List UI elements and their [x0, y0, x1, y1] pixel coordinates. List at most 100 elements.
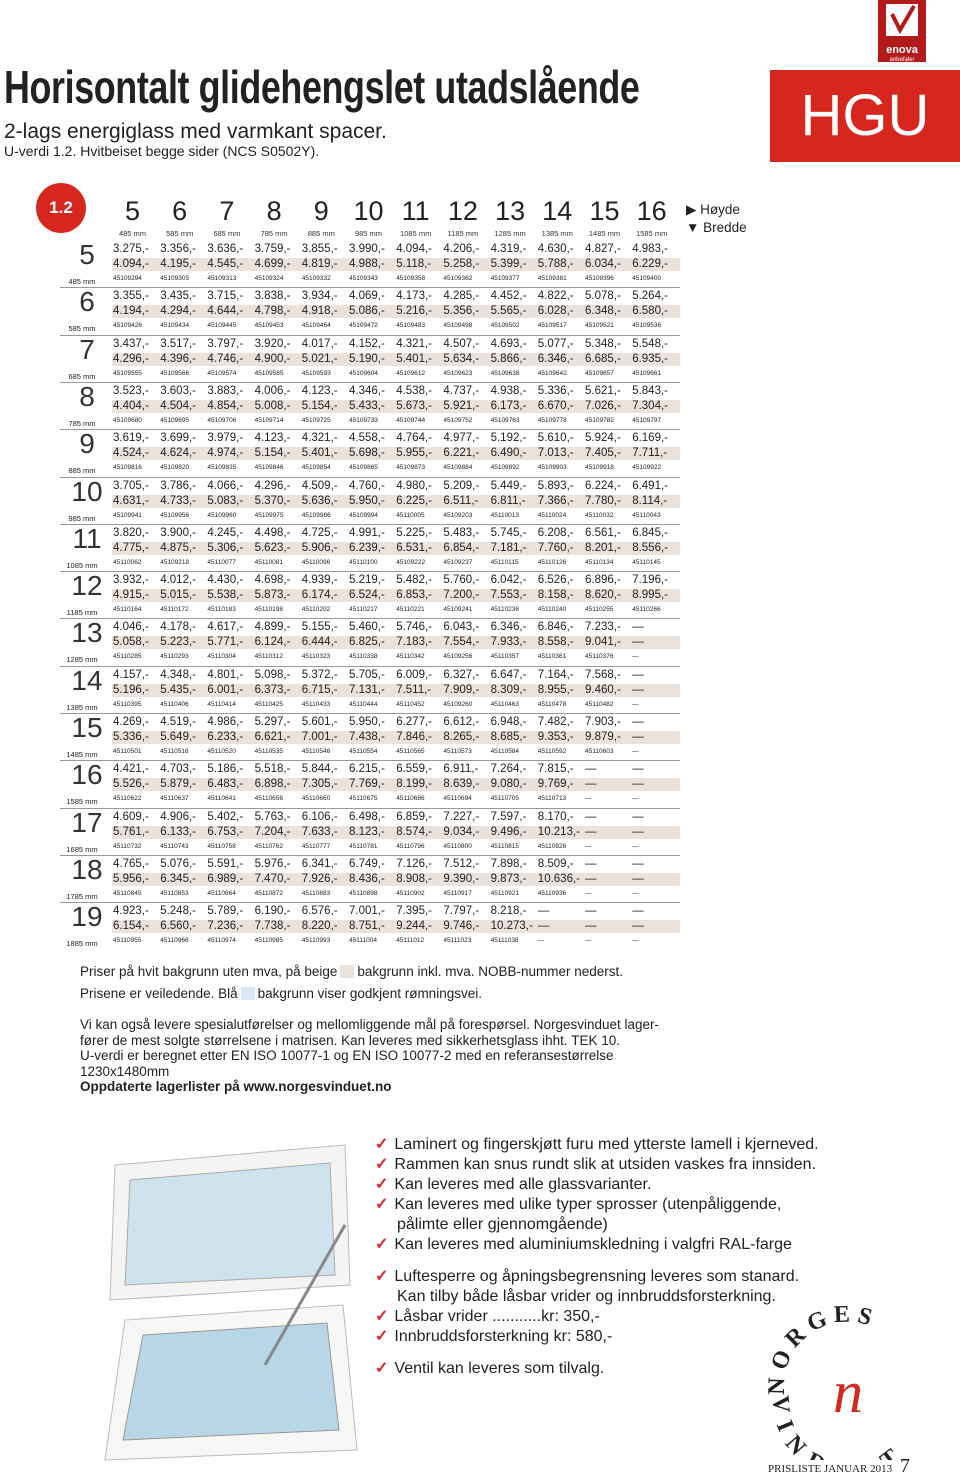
- nobb-number: 45110478: [537, 700, 567, 708]
- width-legend: ▼ Bredde: [686, 220, 747, 235]
- nobb-number: 45109797: [632, 416, 662, 424]
- price-inc-vat: 7.711,-: [632, 447, 668, 460]
- nobb-number: 45110323: [301, 653, 331, 661]
- price-ex-vat: 5.705,-: [349, 668, 385, 681]
- nobb-number: 45110482: [585, 700, 614, 708]
- nobb-number: 45109820: [160, 464, 190, 472]
- price-inc-vat: 10.636,-: [537, 872, 580, 885]
- price-ex-vat: 7.227,-: [443, 810, 480, 823]
- vat-band: [112, 825, 680, 839]
- price-inc-vat: 4.504,-: [160, 399, 196, 412]
- price-inc-vat: 7.470,-: [254, 872, 291, 885]
- nobb-number: 45110221: [396, 606, 425, 614]
- price-inc-vat: 5.955,-: [396, 447, 432, 460]
- nobb-number: 45110985: [254, 937, 284, 945]
- nobb-number: 45110100: [349, 558, 378, 566]
- price-inc-vat: 6.989,-: [207, 872, 244, 885]
- price-ex-vat: 4.066,-: [207, 479, 244, 492]
- price-ex-vat: 5.789,-: [207, 905, 244, 918]
- nobb-number: 45110845: [113, 889, 142, 897]
- price-ex-vat: 4.986,-: [207, 716, 244, 728]
- price-inc-vat: 5.788,-: [537, 258, 574, 270]
- price-ex-vat: 7.126,-: [396, 857, 432, 870]
- vat-band: [112, 352, 680, 366]
- price-ex-vat: —: [585, 905, 597, 918]
- price-inc-vat: 5.634,-: [443, 352, 480, 365]
- price-ex-vat: 4.630,-: [537, 243, 574, 255]
- bullet-text: Innbruddsforsterkning kr: 580,-: [394, 1328, 613, 1345]
- price-inc-vat: 7.926,-: [301, 872, 338, 885]
- price-inc-vat: 8.751,-: [349, 920, 385, 933]
- row-separator: [60, 854, 680, 856]
- price-ex-vat: 3.435,-: [160, 290, 196, 303]
- nobb-number: 45110164: [113, 606, 142, 614]
- nobb-number: 45110452: [396, 700, 425, 708]
- row-separator: [60, 713, 680, 714]
- column-number: 11: [401, 196, 430, 226]
- price-inc-vat: 4.296,-: [113, 352, 149, 365]
- price-ex-vat: —: [632, 905, 644, 918]
- nobb-number: 45109260: [443, 700, 473, 708]
- bullet-text: Rammen kan snus rundt slik at utsiden va…: [394, 1156, 816, 1173]
- price-ex-vat: 4.693,-: [490, 337, 527, 350]
- nobb-number: —: [632, 889, 639, 897]
- price-ex-vat: 6.106,-: [301, 810, 338, 823]
- nobb-number: 45109846: [254, 464, 284, 472]
- row-number: 15: [71, 712, 103, 743]
- nobb-number: 45109714: [254, 416, 284, 424]
- price-inc-vat: 6.239,-: [349, 541, 385, 554]
- column-mm: 1485 mm: [588, 229, 621, 238]
- nobb-number: 45109343: [349, 275, 378, 282]
- nobb-number: 45110342: [396, 653, 425, 661]
- column-number: 9: [313, 196, 329, 226]
- price-ex-vat: 4.509,-: [301, 479, 338, 492]
- nobb-number: 45110777: [301, 842, 331, 850]
- bullet-text: pålimte eller gjennomgående): [397, 1216, 608, 1233]
- nobb-number: 45109434: [160, 322, 190, 330]
- nobb-number: 45110501: [113, 748, 142, 755]
- beige-swatch: [340, 965, 355, 978]
- price-inc-vat: 5.118,-: [396, 258, 432, 270]
- legend-text: Prisene er veiledende. Blå: [80, 986, 238, 1001]
- price-ex-vat: 4.285,-: [443, 290, 480, 303]
- price-ex-vat: 5.518,-: [254, 763, 291, 776]
- price-ex-vat: 4.737,-: [443, 384, 480, 397]
- nobb-number: 45110872: [254, 889, 284, 897]
- nobb-number: 45109381: [537, 275, 567, 282]
- nobb-number: —: [632, 795, 639, 803]
- price-inc-vat: 5.698,-: [349, 447, 385, 460]
- nobb-number: 45109695: [160, 416, 190, 424]
- nobb-number: 45110312: [254, 653, 284, 661]
- enova-text: enova: [886, 44, 918, 56]
- row-separator: [60, 807, 680, 809]
- axis-legend: ▶ Høyde ▼ Bredde: [686, 201, 747, 237]
- price-ex-vat: 6.647,-: [490, 668, 527, 681]
- nobb-number: 45109566: [160, 369, 190, 377]
- price-inc-vat: 5.223,-: [160, 636, 196, 649]
- price-ex-vat: 4.939,-: [301, 574, 338, 587]
- price-ex-vat: 5.601,-: [301, 716, 338, 728]
- price-ex-vat: —: [632, 763, 644, 776]
- check-icon: ✓: [375, 1196, 389, 1213]
- price-inc-vat: 8.574,-: [396, 825, 432, 838]
- legend-text: bakgrunn inkl. mva. NOBB-nummer nederst.: [357, 964, 624, 979]
- nobb-number: 45110800: [443, 842, 472, 850]
- column-number: 7: [219, 196, 235, 226]
- price-ex-vat: 5.076,-: [160, 857, 196, 870]
- nobb-number: 45109426: [113, 322, 142, 330]
- price-ex-vat: 6.911,-: [443, 763, 479, 776]
- nobb-number: 45110936: [537, 889, 567, 897]
- price-inc-vat: 4.775,-: [113, 541, 149, 554]
- nobb-number: 45110898: [349, 889, 378, 897]
- nobb-number: 45109680: [113, 416, 142, 424]
- price-inc-vat: 6.348,-: [585, 305, 621, 318]
- price-inc-vat: 4.524,-: [113, 447, 149, 460]
- nobb-number: 45110304: [207, 653, 236, 661]
- vat-band: [112, 920, 680, 934]
- price-ex-vat: 4.269,-: [113, 716, 149, 728]
- price-ex-vat: 6.043,-: [443, 621, 480, 634]
- price-inc-vat: 5.086,-: [349, 305, 385, 318]
- column-mm: 1185 mm: [447, 229, 479, 238]
- bullet-line: ✓ Laminert og fingerskjøtt furu med ytter…: [375, 1135, 819, 1155]
- bullet-text: Luftesperre og åpningsbegrensning levere…: [394, 1268, 800, 1285]
